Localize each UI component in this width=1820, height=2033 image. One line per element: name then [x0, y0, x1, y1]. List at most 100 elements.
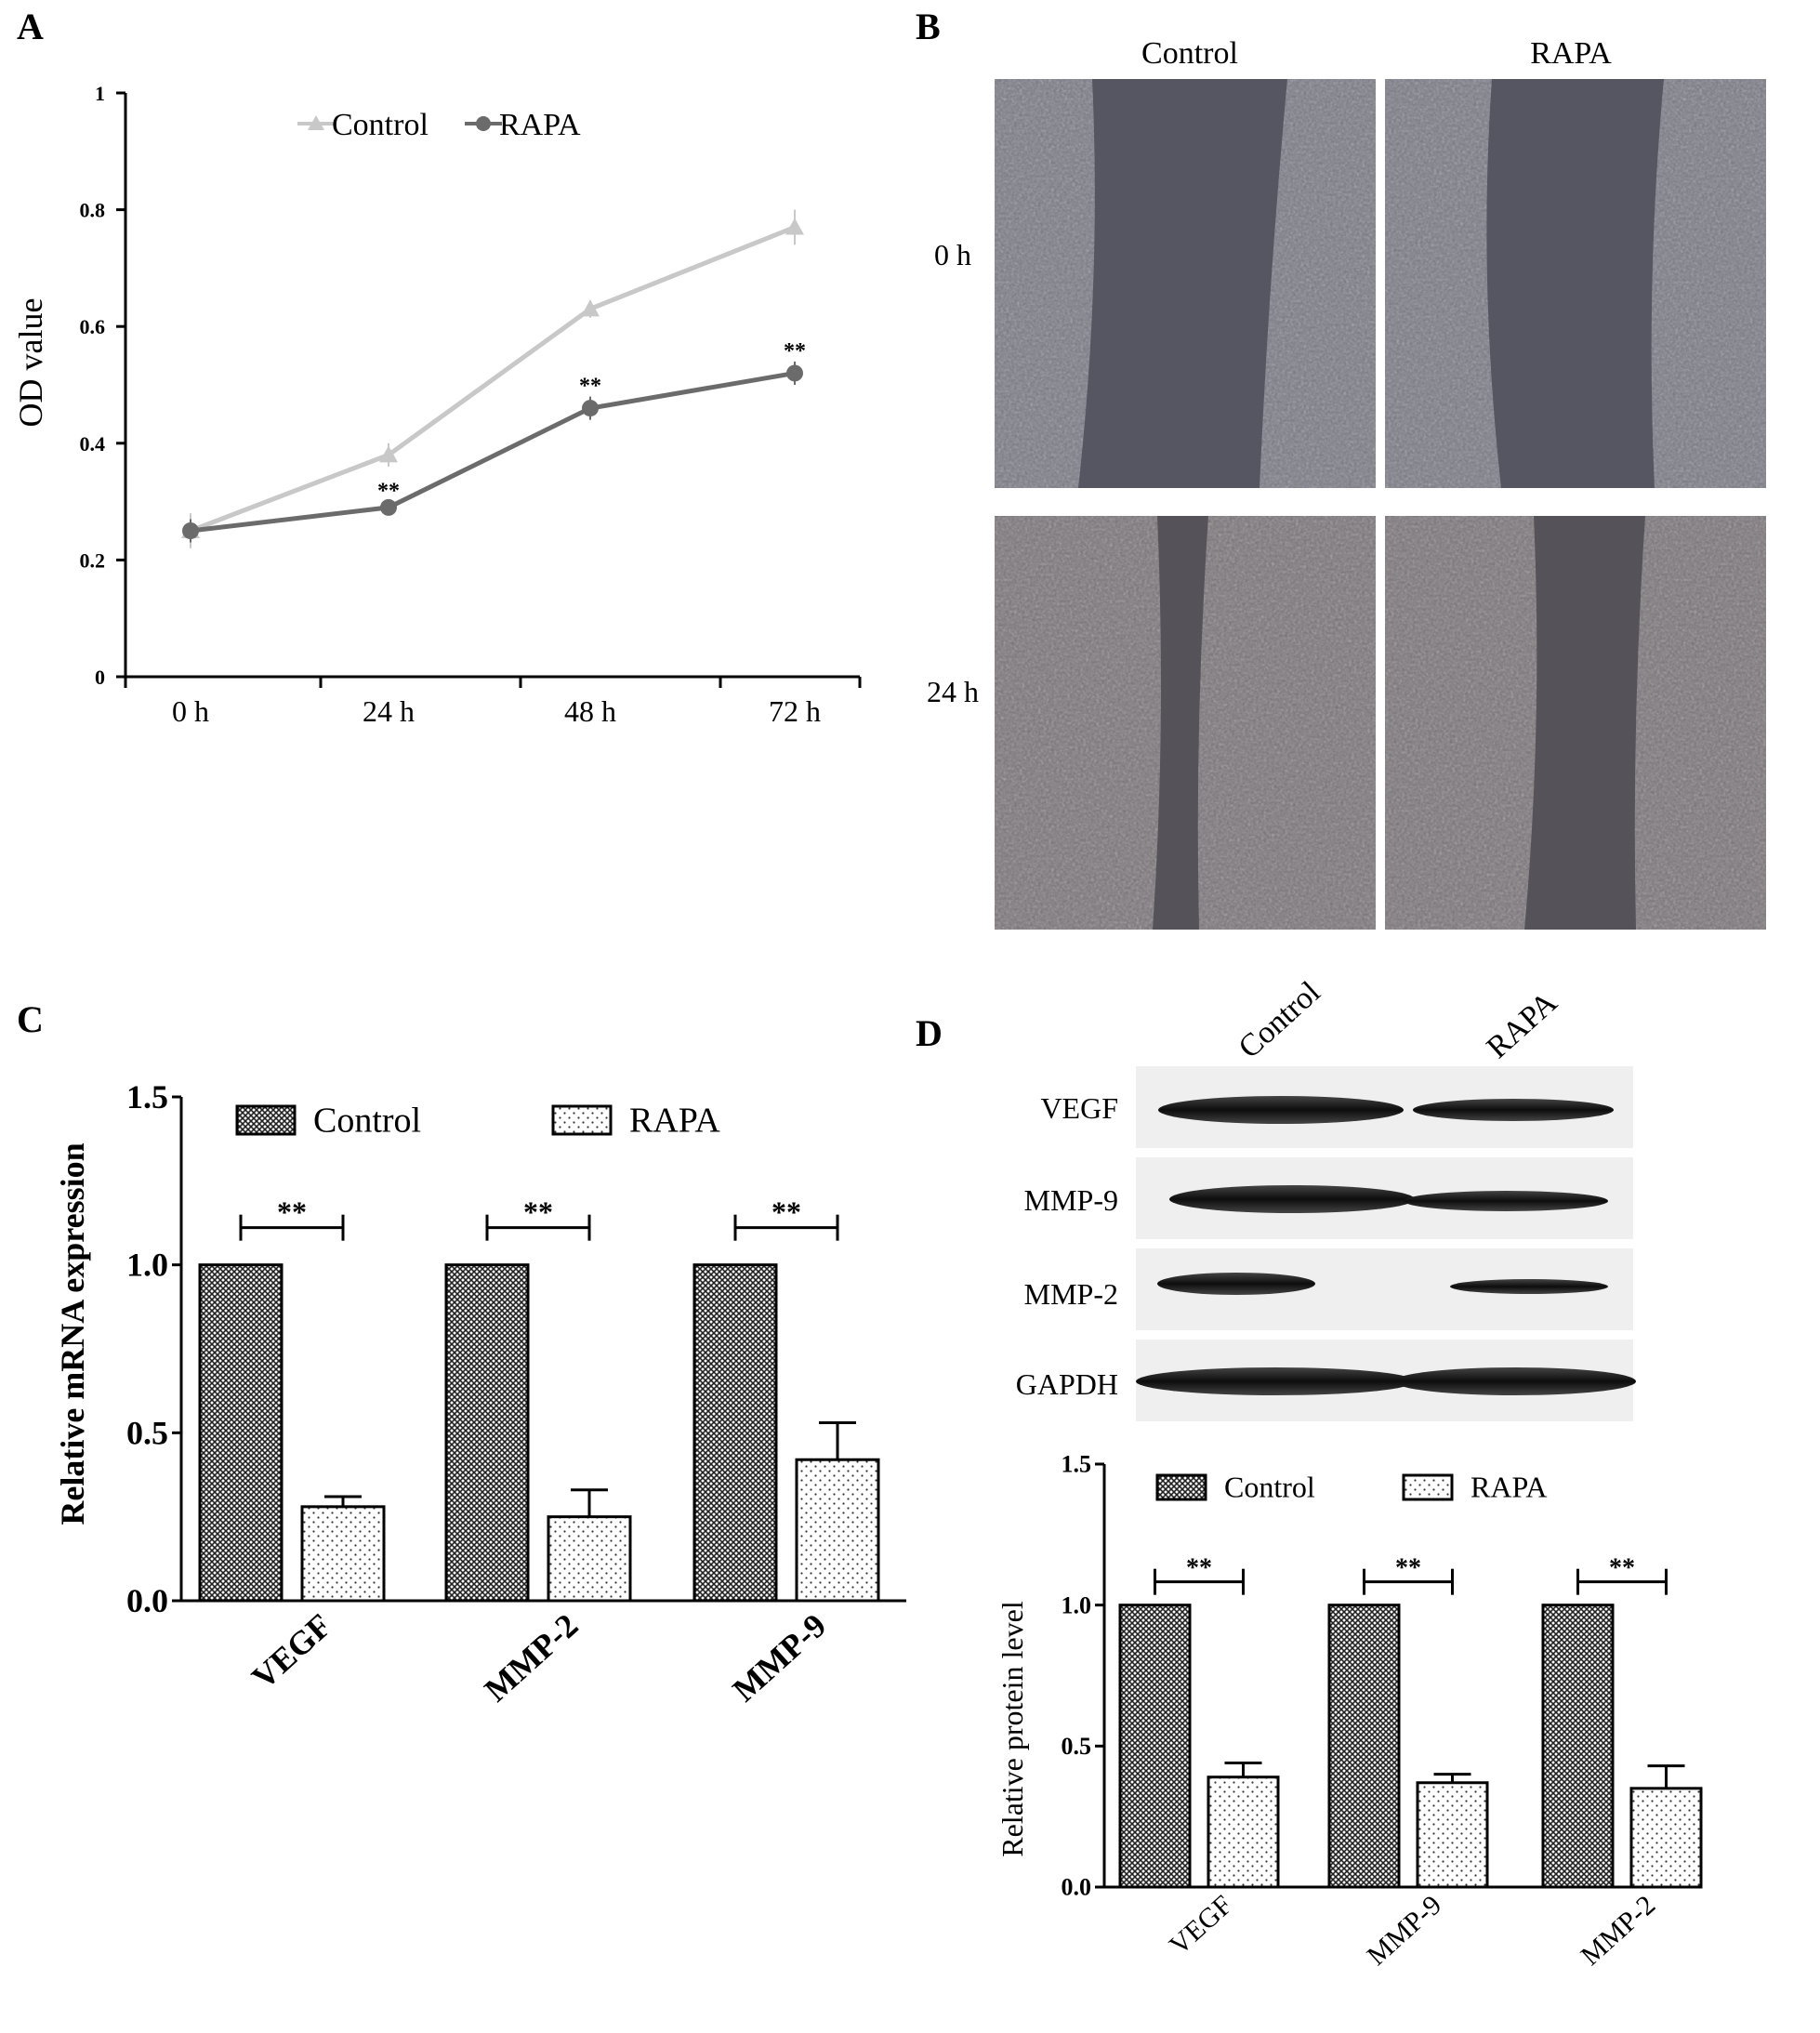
panel-a-series-line — [190, 370, 796, 534]
panel-d-bar — [1207, 1776, 1280, 1889]
panel-d-y-tick-label: 1.0 — [1062, 1591, 1092, 1618]
panel-c-y-tick-label: 0.0 — [126, 1582, 168, 1619]
panel-c-bar — [300, 1505, 386, 1603]
micrograph-24h-rapa — [1385, 516, 1766, 930]
panel-d-bar — [1541, 1604, 1615, 1889]
panel-b-row-0h: 0 h — [934, 238, 971, 271]
panel-d-y-tick-label: 0.5 — [1062, 1733, 1092, 1760]
panel-b-micrographs: Control RAPA 0 h 24 h — [927, 36, 1766, 930]
panel-d-significance: ** — [1395, 1554, 1421, 1583]
panel-a-legend-label: Control — [332, 108, 429, 142]
panel-a-legend-marker — [308, 115, 324, 130]
micrograph-24h-control — [995, 516, 1376, 930]
blot-strip-mmp2 — [1136, 1248, 1633, 1330]
blot-label-gapdh: GAPDH — [1016, 1367, 1118, 1401]
panel-c-ylabel: Relative mRNA expression — [54, 1142, 91, 1525]
panel-c-legend-swatch — [235, 1104, 297, 1136]
panel-d-western-blot: Control RAPA VEGF MMP-9 MMP-2 GAPDH — [1016, 975, 1636, 1421]
panel-d-bar — [1416, 1781, 1489, 1889]
panel-a-x-tick-label: 72 h — [769, 694, 821, 728]
panel-b-row-24h: 24 h — [927, 675, 979, 708]
micrograph-0h-control — [995, 79, 1376, 488]
panel-c-y-tick-label: 1.5 — [126, 1078, 168, 1116]
panel-d-legend-swatch — [1402, 1473, 1454, 1501]
panel-label-d: D — [916, 1012, 943, 1054]
panel-a-y-tick-label: 0 — [95, 666, 105, 689]
panel-c-legend: Control RAPA — [235, 1102, 720, 1141]
blot-label-vegf: VEGF — [1040, 1091, 1118, 1125]
panel-d-legend: Control RAPA — [1155, 1471, 1547, 1504]
panel-c-significance: ** — [772, 1195, 801, 1229]
panel-c-legend-label: RAPA — [629, 1102, 720, 1141]
panel-a-point — [380, 498, 397, 516]
panel-d-bar — [1327, 1604, 1401, 1889]
panel-c-x-tick-label: VEGF — [244, 1606, 338, 1696]
panel-a-x-tick-label: 48 h — [564, 694, 616, 728]
panel-a-point — [582, 400, 599, 417]
panel-a-ylabel: OD value — [12, 298, 49, 428]
blot-lane-control: Control — [1233, 975, 1327, 1065]
panel-d-legend-label: RAPA — [1471, 1471, 1547, 1504]
panel-a-point — [785, 218, 804, 235]
panel-c-bar — [444, 1263, 530, 1603]
blot-label-mmp2: MMP-2 — [1024, 1277, 1118, 1311]
panel-a-series-line — [190, 225, 796, 534]
panel-c-bar — [198, 1263, 284, 1603]
panel-d-legend-swatch — [1155, 1473, 1207, 1501]
panel-a-y-tick-label: 0.8 — [80, 199, 106, 222]
panel-label-b: B — [916, 6, 941, 47]
panel-label-c: C — [17, 998, 44, 1040]
panel-d-bar-chart: Relative protein level Control RAPA 0.0 0.… — [996, 1451, 1703, 1972]
panel-a-y-tick-label: 0.2 — [80, 548, 106, 572]
panel-b-col-rapa: RAPA — [1530, 36, 1612, 71]
blot-strip-gapdh — [1136, 1340, 1636, 1421]
panel-b-col-control: Control — [1141, 36, 1238, 71]
blot-strip-vegf — [1136, 1066, 1633, 1148]
panel-d-x-tick-label: MMP-9 — [1361, 1890, 1447, 1972]
panel-c-y-tick-label: 1.0 — [126, 1247, 168, 1284]
panel-d-significance: ** — [1186, 1554, 1212, 1583]
panel-d-ylabel: Relative protein level — [996, 1601, 1029, 1857]
panel-label-a: A — [17, 6, 44, 47]
panel-c-bar — [795, 1458, 880, 1603]
panel-a-x-tick-label: 24 h — [363, 694, 415, 728]
panel-c-y-tick-label: 0.5 — [126, 1414, 168, 1451]
panel-d-bar — [1629, 1787, 1703, 1889]
panel-a-y-tick-label: 0.6 — [80, 315, 106, 338]
panel-a-point — [379, 445, 398, 463]
panel-a-significance: ** — [377, 480, 400, 504]
panel-a-significance: ** — [579, 375, 601, 399]
panel-c-legend-label: Control — [313, 1102, 421, 1141]
panel-d-legend-label: Control — [1224, 1471, 1315, 1504]
panel-d-y-tick-label: 0.0 — [1062, 1874, 1092, 1901]
panel-a-legend: Control RAPA — [297, 108, 581, 142]
panel-c-significance: ** — [277, 1195, 307, 1229]
panel-c-significance: ** — [523, 1195, 553, 1229]
panel-c-bar — [692, 1263, 778, 1603]
panel-c-x-tick-label: MMP-9 — [725, 1606, 833, 1709]
panel-c-bar-chart: Relative mRNA expression Control RAPA 0.0… — [54, 1078, 906, 1709]
panel-a-legend-label: RAPA — [499, 108, 581, 142]
panel-a-y-tick-label: 1 — [95, 82, 105, 105]
panel-c-legend-swatch — [551, 1104, 613, 1136]
panel-c-bar — [547, 1515, 632, 1603]
panel-c-x-tick-label: MMP-2 — [477, 1606, 585, 1709]
panel-d-y-tick-label: 1.5 — [1062, 1451, 1092, 1478]
panel-a-point — [182, 522, 199, 539]
micrograph-0h-rapa — [1385, 79, 1766, 488]
panel-d-significance: ** — [1609, 1554, 1635, 1583]
panel-d-bar — [1118, 1604, 1192, 1889]
panel-a-point — [581, 299, 600, 317]
blot-lane-rapa: RAPA — [1481, 985, 1564, 1065]
blot-strip-mmp9 — [1136, 1157, 1633, 1239]
blot-label-mmp9: MMP-9 — [1024, 1183, 1118, 1217]
panel-a-point — [786, 364, 803, 382]
panel-a-legend-marker — [476, 116, 491, 131]
panel-a-significance: ** — [784, 339, 806, 363]
panel-a-y-tick-label: 0.4 — [80, 432, 106, 455]
panel-d-x-tick-label: VEGF — [1164, 1890, 1238, 1961]
panel-a-line-chart: OD value Control RAPA 0 0.2 0.4 0.6 0.8 1 0 h 24… — [12, 82, 862, 728]
panel-d-x-tick-label: MMP-2 — [1575, 1890, 1661, 1972]
panel-a-x-tick-label: 0 h — [172, 694, 209, 728]
